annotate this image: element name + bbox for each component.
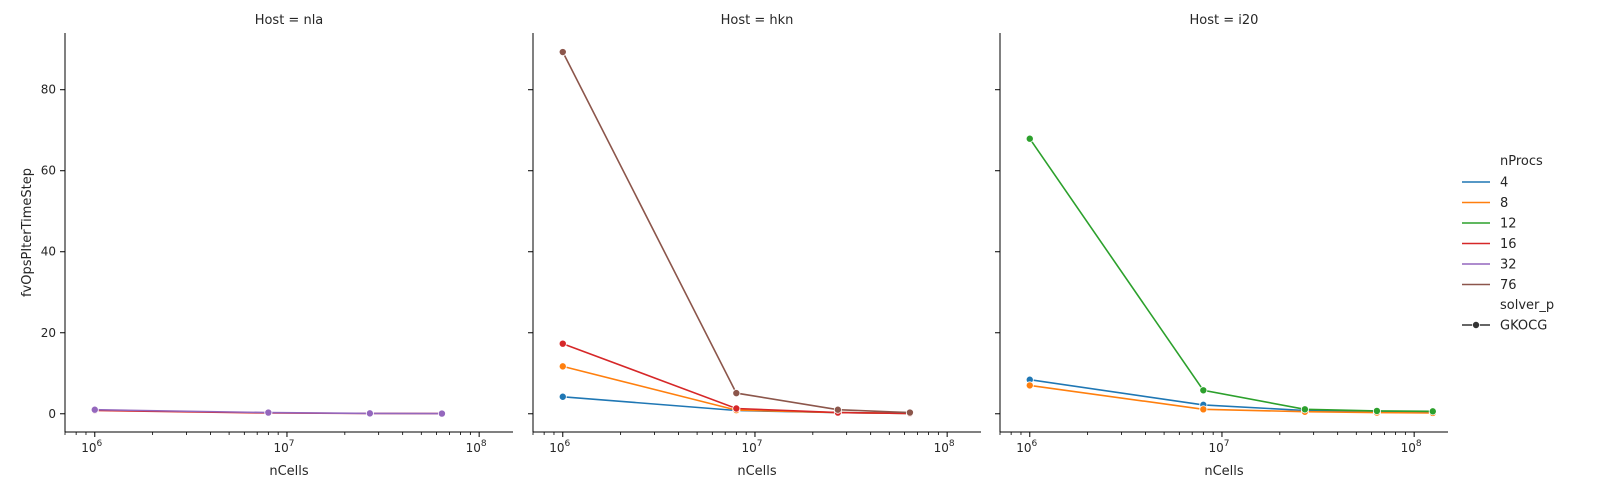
x-tick-base: 10	[1401, 441, 1416, 455]
x-axis-label: nCells	[269, 464, 309, 479]
x-tick-base: 10	[1208, 441, 1223, 455]
x-tick-base: 10	[273, 441, 288, 455]
legend-title-hue: nProcs	[1500, 154, 1543, 169]
x-axis-label: nCells	[737, 464, 777, 479]
legend-label-76: 76	[1500, 278, 1517, 293]
data-point-32	[264, 408, 273, 417]
data-point-12	[1428, 407, 1437, 416]
y-axis-label: fvOpsPIterTimeStep	[20, 168, 35, 297]
x-tick-label: 106	[549, 439, 570, 455]
x-axis-label: nCells	[1204, 464, 1244, 479]
x-tick-exponent: 6	[565, 439, 571, 449]
y-tick-label: 40	[41, 245, 56, 259]
x-tick-base: 10	[81, 441, 96, 455]
legend: nProcs 4 8 12 16 32 76 solver_p GKOCG	[1462, 154, 1554, 334]
x-tick-exponent: 7	[757, 439, 763, 449]
legend-label-8: 8	[1500, 196, 1508, 211]
y-tick-label: 80	[41, 83, 56, 97]
x-tick-label: 107	[1208, 439, 1229, 455]
data-point-4	[558, 392, 567, 401]
legend-label-12: 12	[1500, 217, 1517, 232]
legend-title-style: solver_p	[1500, 298, 1554, 313]
data-point-8	[1199, 405, 1208, 414]
series-line-76	[562, 51, 910, 414]
x-tick-exponent: 7	[289, 439, 295, 449]
data-point-16	[732, 404, 741, 413]
data-point-32	[365, 409, 374, 418]
x-tick-exponent: 8	[1416, 439, 1422, 449]
x-tick-base: 10	[934, 441, 949, 455]
legend-label-4: 4	[1500, 176, 1508, 191]
legend-label-32: 32	[1500, 258, 1517, 273]
data-point-8	[558, 362, 567, 371]
x-tick-exponent: 7	[1224, 439, 1230, 449]
data-point-12	[1199, 386, 1208, 395]
data-point-32	[90, 405, 99, 414]
series-line-32	[94, 408, 442, 415]
legend-label-16: 16	[1500, 237, 1517, 252]
data-point-12	[1300, 405, 1309, 414]
x-tick-base: 10	[466, 441, 481, 455]
x-tick-base: 10	[1016, 441, 1031, 455]
x-tick-base: 10	[549, 441, 564, 455]
panel-title: Host = i20	[1190, 13, 1259, 28]
data-point-12	[1372, 406, 1381, 415]
x-tick-label: 108	[934, 439, 955, 455]
x-tick-exponent: 8	[481, 439, 487, 449]
legend-style-marker	[1472, 320, 1481, 329]
data-point-12	[1025, 134, 1034, 143]
legend-style-label: GKOCG	[1500, 319, 1547, 334]
x-tick-label: 106	[1016, 439, 1037, 455]
panel-title: Host = nla	[255, 13, 324, 28]
panel-title: Host = hkn	[721, 13, 794, 28]
data-point-76	[905, 408, 914, 417]
x-tick-label: 106	[81, 439, 102, 455]
data-point-76	[833, 405, 842, 414]
data-point-8	[1025, 381, 1034, 390]
y-tick-label: 60	[41, 164, 56, 178]
x-tick-label: 107	[741, 439, 762, 455]
y-tick-label: 0	[48, 407, 56, 421]
y-tick-label: 20	[41, 326, 56, 340]
x-tick-exponent: 6	[1032, 439, 1038, 449]
data-point-76	[558, 48, 567, 57]
x-tick-exponent: 8	[949, 439, 955, 449]
x-tick-base: 10	[741, 441, 756, 455]
x-tick-exponent: 6	[97, 439, 103, 449]
data-point-76	[732, 389, 741, 398]
series-line-8	[1029, 384, 1433, 414]
data-point-32	[437, 409, 446, 418]
x-tick-label: 108	[466, 439, 487, 455]
series-line-12	[1029, 138, 1433, 413]
series-line-16	[562, 342, 910, 415]
x-tick-label: 107	[273, 439, 294, 455]
x-tick-label: 108	[1401, 439, 1422, 455]
data-point-16	[558, 339, 567, 348]
